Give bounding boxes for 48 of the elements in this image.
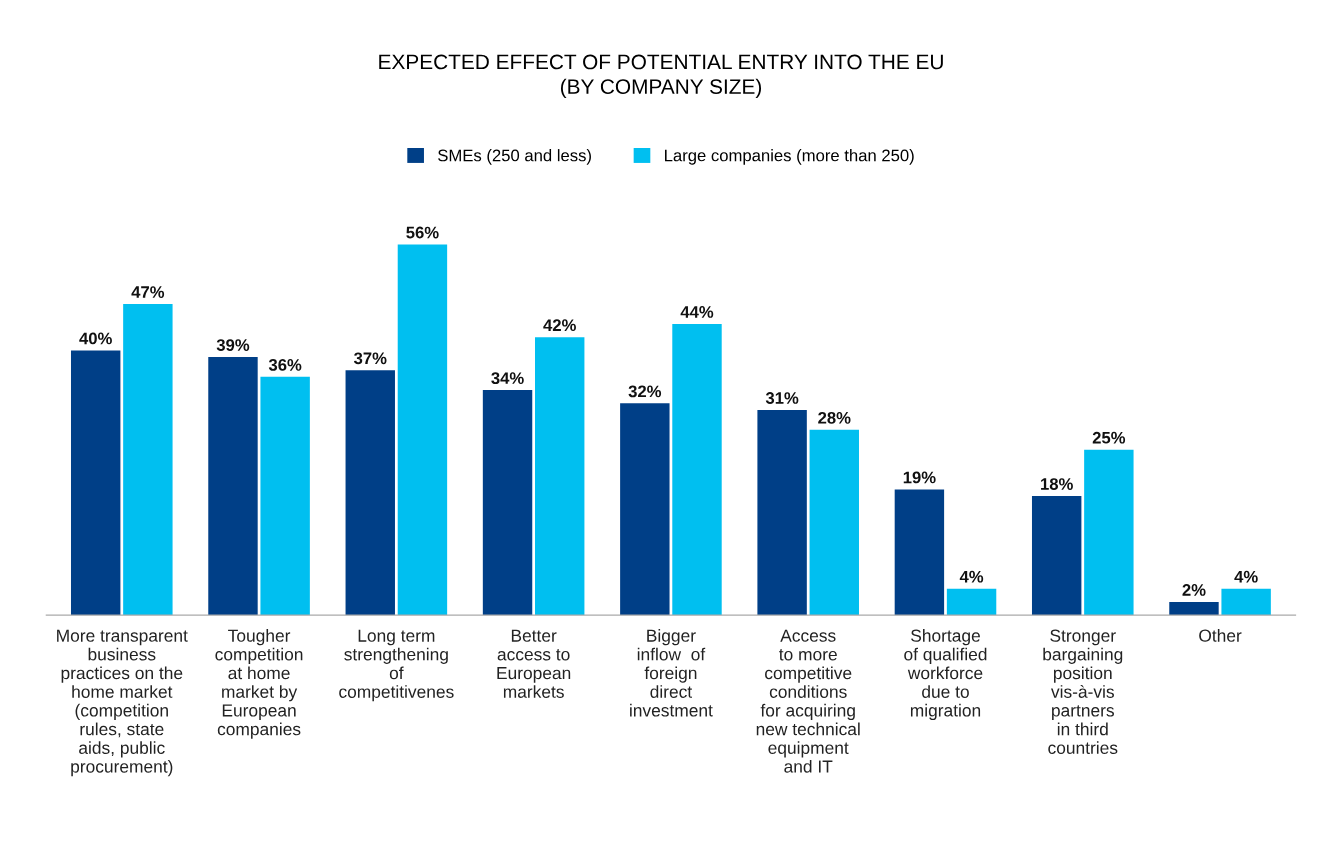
- data-label: 36%: [268, 359, 302, 371]
- x-tick-label: Stronger bargaining position vis-à-vis partners in third countries: [1043, 629, 1123, 754]
- data-label: 2%: [1182, 584, 1206, 596]
- data-label: 18%: [1041, 478, 1073, 490]
- data-label: 44%: [680, 306, 714, 318]
- bar: [620, 403, 670, 616]
- bar: [1221, 588, 1271, 616]
- data-label: 56%: [406, 226, 439, 239]
- x-tick-label: Tougher competition at home market by European companies: [215, 629, 303, 739]
- bar: [260, 376, 310, 616]
- bar: [345, 370, 395, 616]
- bar: [208, 357, 258, 616]
- bar: [809, 429, 859, 616]
- data-label: 32%: [628, 385, 662, 398]
- bar: [672, 323, 722, 616]
- data-label: 4%: [959, 570, 984, 583]
- data-label: 40%: [79, 332, 112, 345]
- x-tick-label: Long term strengthening of competitivenes: [339, 629, 454, 702]
- bar: [1169, 601, 1219, 616]
- x-tick-label: More transparent business practices on the home market (competition rules, state aids, public procurement): [57, 629, 188, 777]
- chart-title: EXPECTED EFFECT OF POTENTIAL ENTRY INTO THE EU (BY COMPANY SIZE): [379, 54, 943, 99]
- x-tick-label: Better access to European markets: [497, 629, 571, 698]
- data-label: 37%: [353, 352, 387, 365]
- data-label: 47%: [131, 286, 165, 298]
- data-label: 4%: [1234, 570, 1258, 583]
- data-label: 19%: [903, 471, 936, 484]
- bar: [535, 337, 585, 616]
- data-label: 28%: [818, 411, 851, 424]
- bar: [1084, 449, 1134, 616]
- bar: [894, 489, 945, 616]
- data-label: 34%: [491, 372, 524, 385]
- bar: [482, 390, 533, 616]
- legend-label: Large companies (more than 250): [665, 149, 914, 165]
- data-label: 25%: [1092, 431, 1126, 444]
- data-label: 39%: [216, 339, 250, 351]
- bar: [946, 588, 997, 616]
- legend-label: SMEs (250 and less): [438, 149, 591, 165]
- bar: [397, 244, 448, 616]
- x-tick-label: Access to more competitive conditions for acquiring new technical equipment and IT: [756, 629, 860, 773]
- x-tick-label: Other: [1199, 629, 1242, 642]
- x-tick-label: Shortage of qualified workforce due to migration: [904, 629, 987, 721]
- data-label: 42%: [543, 319, 576, 332]
- bar: [757, 409, 807, 616]
- bar: [1031, 496, 1082, 616]
- data-label: 31%: [765, 392, 799, 404]
- x-tick-label: Bigger inflow of foreign direct investment: [630, 629, 713, 717]
- bar: [70, 350, 121, 616]
- bar: [123, 304, 173, 616]
